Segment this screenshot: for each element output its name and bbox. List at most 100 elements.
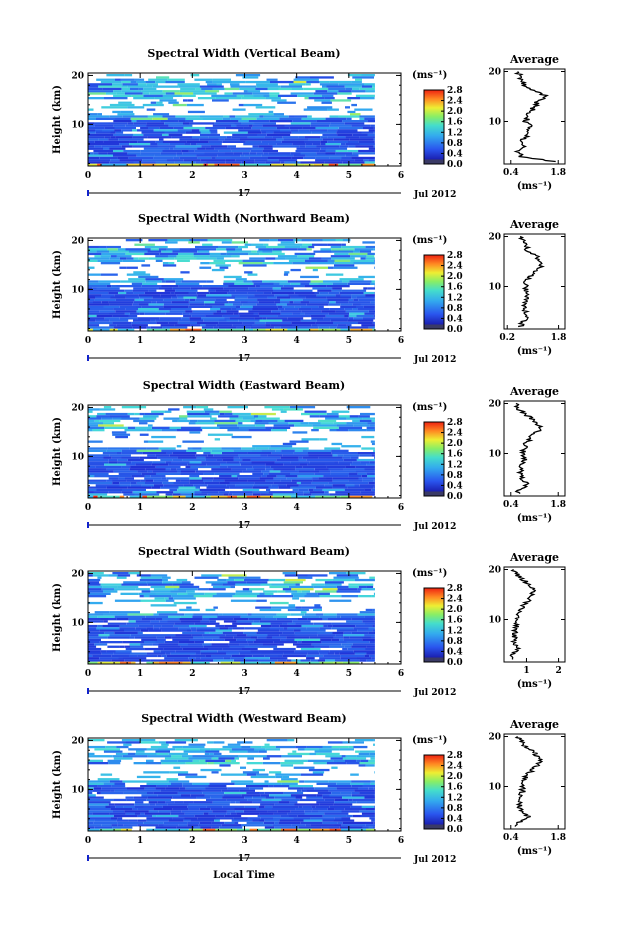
heatmap-cell: [135, 620, 151, 623]
x-tick-label: 3: [241, 336, 247, 346]
heatmap-cell: [156, 321, 169, 325]
panel-3: Spectral Width (Eastward Beam)0 1 2 3 4 5 6102…: [52, 379, 566, 532]
heatmap-cell: [100, 618, 108, 621]
heatmap-cell: [284, 161, 301, 164]
heatmap-cell: [306, 796, 323, 799]
heatmap-cell: [182, 312, 190, 315]
heatmap-cell: [179, 787, 186, 790]
heatmap-cell: [88, 143, 98, 146]
heatmap-cell: [227, 581, 247, 584]
heatmap-cell: [255, 419, 262, 423]
heatmap-cell: [341, 445, 361, 448]
heatmap-cell: [343, 638, 363, 641]
heatmap-cell: [136, 120, 161, 123]
heatmap-cell: [109, 161, 134, 164]
heatmap-cell: [192, 755, 214, 758]
heatmap-cell: [306, 303, 329, 306]
heatmap-cell: [176, 826, 195, 829]
heatmap-cell: [329, 794, 352, 797]
heatmap-cell: [137, 824, 159, 827]
heatmap-cell: [208, 140, 223, 143]
heatmap-cell: [311, 810, 318, 813]
heatmap-cell: [214, 422, 239, 425]
heatmap-cell: [233, 659, 259, 662]
heatmap-cell: [323, 475, 349, 478]
heatmap-cell: [94, 122, 109, 125]
heatmap-cell: [180, 615, 193, 618]
heatmap-cell: [315, 156, 330, 160]
heatmap-cell: [113, 124, 126, 127]
heatmap-cell: [331, 622, 350, 625]
heatmap-cell: [182, 152, 205, 155]
heatmap-cell: [249, 152, 257, 155]
average-profile-line: [513, 71, 556, 163]
x-tick-label: 4: [294, 503, 300, 513]
heatmap-cell: [283, 285, 305, 288]
heatmap-cell: [374, 259, 375, 262]
heatmap-cell: [368, 159, 375, 162]
heatmap-cell: [108, 491, 122, 494]
heatmap-cell: [124, 289, 133, 292]
heatmap-cell: [347, 149, 359, 153]
heatmap-cell: [360, 303, 375, 306]
heatmap-cell: [175, 650, 201, 653]
date-month: Jul 2012: [413, 855, 456, 865]
heatmap-cell: [290, 129, 299, 132]
heatmap-cell: [88, 108, 94, 111]
heatmap-cell: [373, 479, 375, 482]
average-y-tick-label: 10: [488, 118, 501, 128]
heatmap-cell: [308, 488, 314, 492]
heatmap-cell: [358, 585, 367, 589]
heatmap-cell: [117, 574, 131, 577]
heatmap-cell: [269, 94, 278, 97]
heatmap-cell: [345, 759, 356, 762]
heatmap-cell: [236, 326, 251, 329]
heatmap-cell: [252, 491, 269, 494]
heatmap-cell: [123, 791, 147, 795]
heatmap-cell: [202, 243, 213, 246]
heatmap-cell: [276, 126, 290, 130]
heatmap-cell: [203, 452, 211, 455]
heatmap-cell: [155, 465, 181, 469]
heatmap-cell: [293, 629, 301, 632]
heatmap-cell: [238, 262, 263, 265]
heatmap-cell: [179, 417, 188, 420]
heatmap-cell: [355, 94, 375, 97]
heatmap-cell: [114, 294, 139, 297]
heatmap-cell: [254, 294, 275, 297]
heatmap-cell: [93, 301, 102, 304]
heatmap-cell: [314, 604, 321, 607]
heatmap-cell: [253, 94, 264, 97]
heatmap-cell: [126, 266, 138, 269]
heatmap-cell: [334, 824, 342, 827]
colorbar-tick-label: 2.8: [447, 251, 463, 261]
heatmap-cell: [362, 636, 371, 639]
heatmap-cell: [94, 255, 101, 258]
heatmap-cell: [332, 287, 342, 290]
heatmap-cell: [120, 661, 132, 664]
heatmap-cell: [140, 576, 162, 579]
heatmap-cell: [185, 787, 206, 790]
heatmap-cell: [297, 641, 302, 644]
average-frame: [503, 68, 566, 165]
heatmap-cell: [210, 287, 224, 290]
heatmap-cell: [302, 615, 320, 618]
heatmap-cell: [153, 650, 161, 653]
heatmap-cell: [152, 296, 172, 299]
heatmap-cell: [366, 255, 375, 258]
heatmap-cell: [273, 424, 289, 427]
heatmap-cell: [216, 592, 236, 595]
heatmap-cell: [146, 817, 173, 820]
heatmap-cell: [197, 588, 209, 591]
heatmap-cell: [371, 595, 375, 598]
heatmap-cell: [359, 611, 375, 614]
heatmap-cell: [142, 103, 164, 107]
heatmap-cell: [329, 156, 342, 160]
heatmap-cell: [269, 239, 278, 242]
heatmap-cell: [106, 486, 128, 489]
heatmap-cell: [177, 488, 200, 492]
heatmap-cell: [359, 250, 372, 253]
heatmap-cell: [220, 308, 232, 311]
heatmap-cell: [286, 636, 310, 639]
heatmap-cell: [184, 143, 191, 146]
